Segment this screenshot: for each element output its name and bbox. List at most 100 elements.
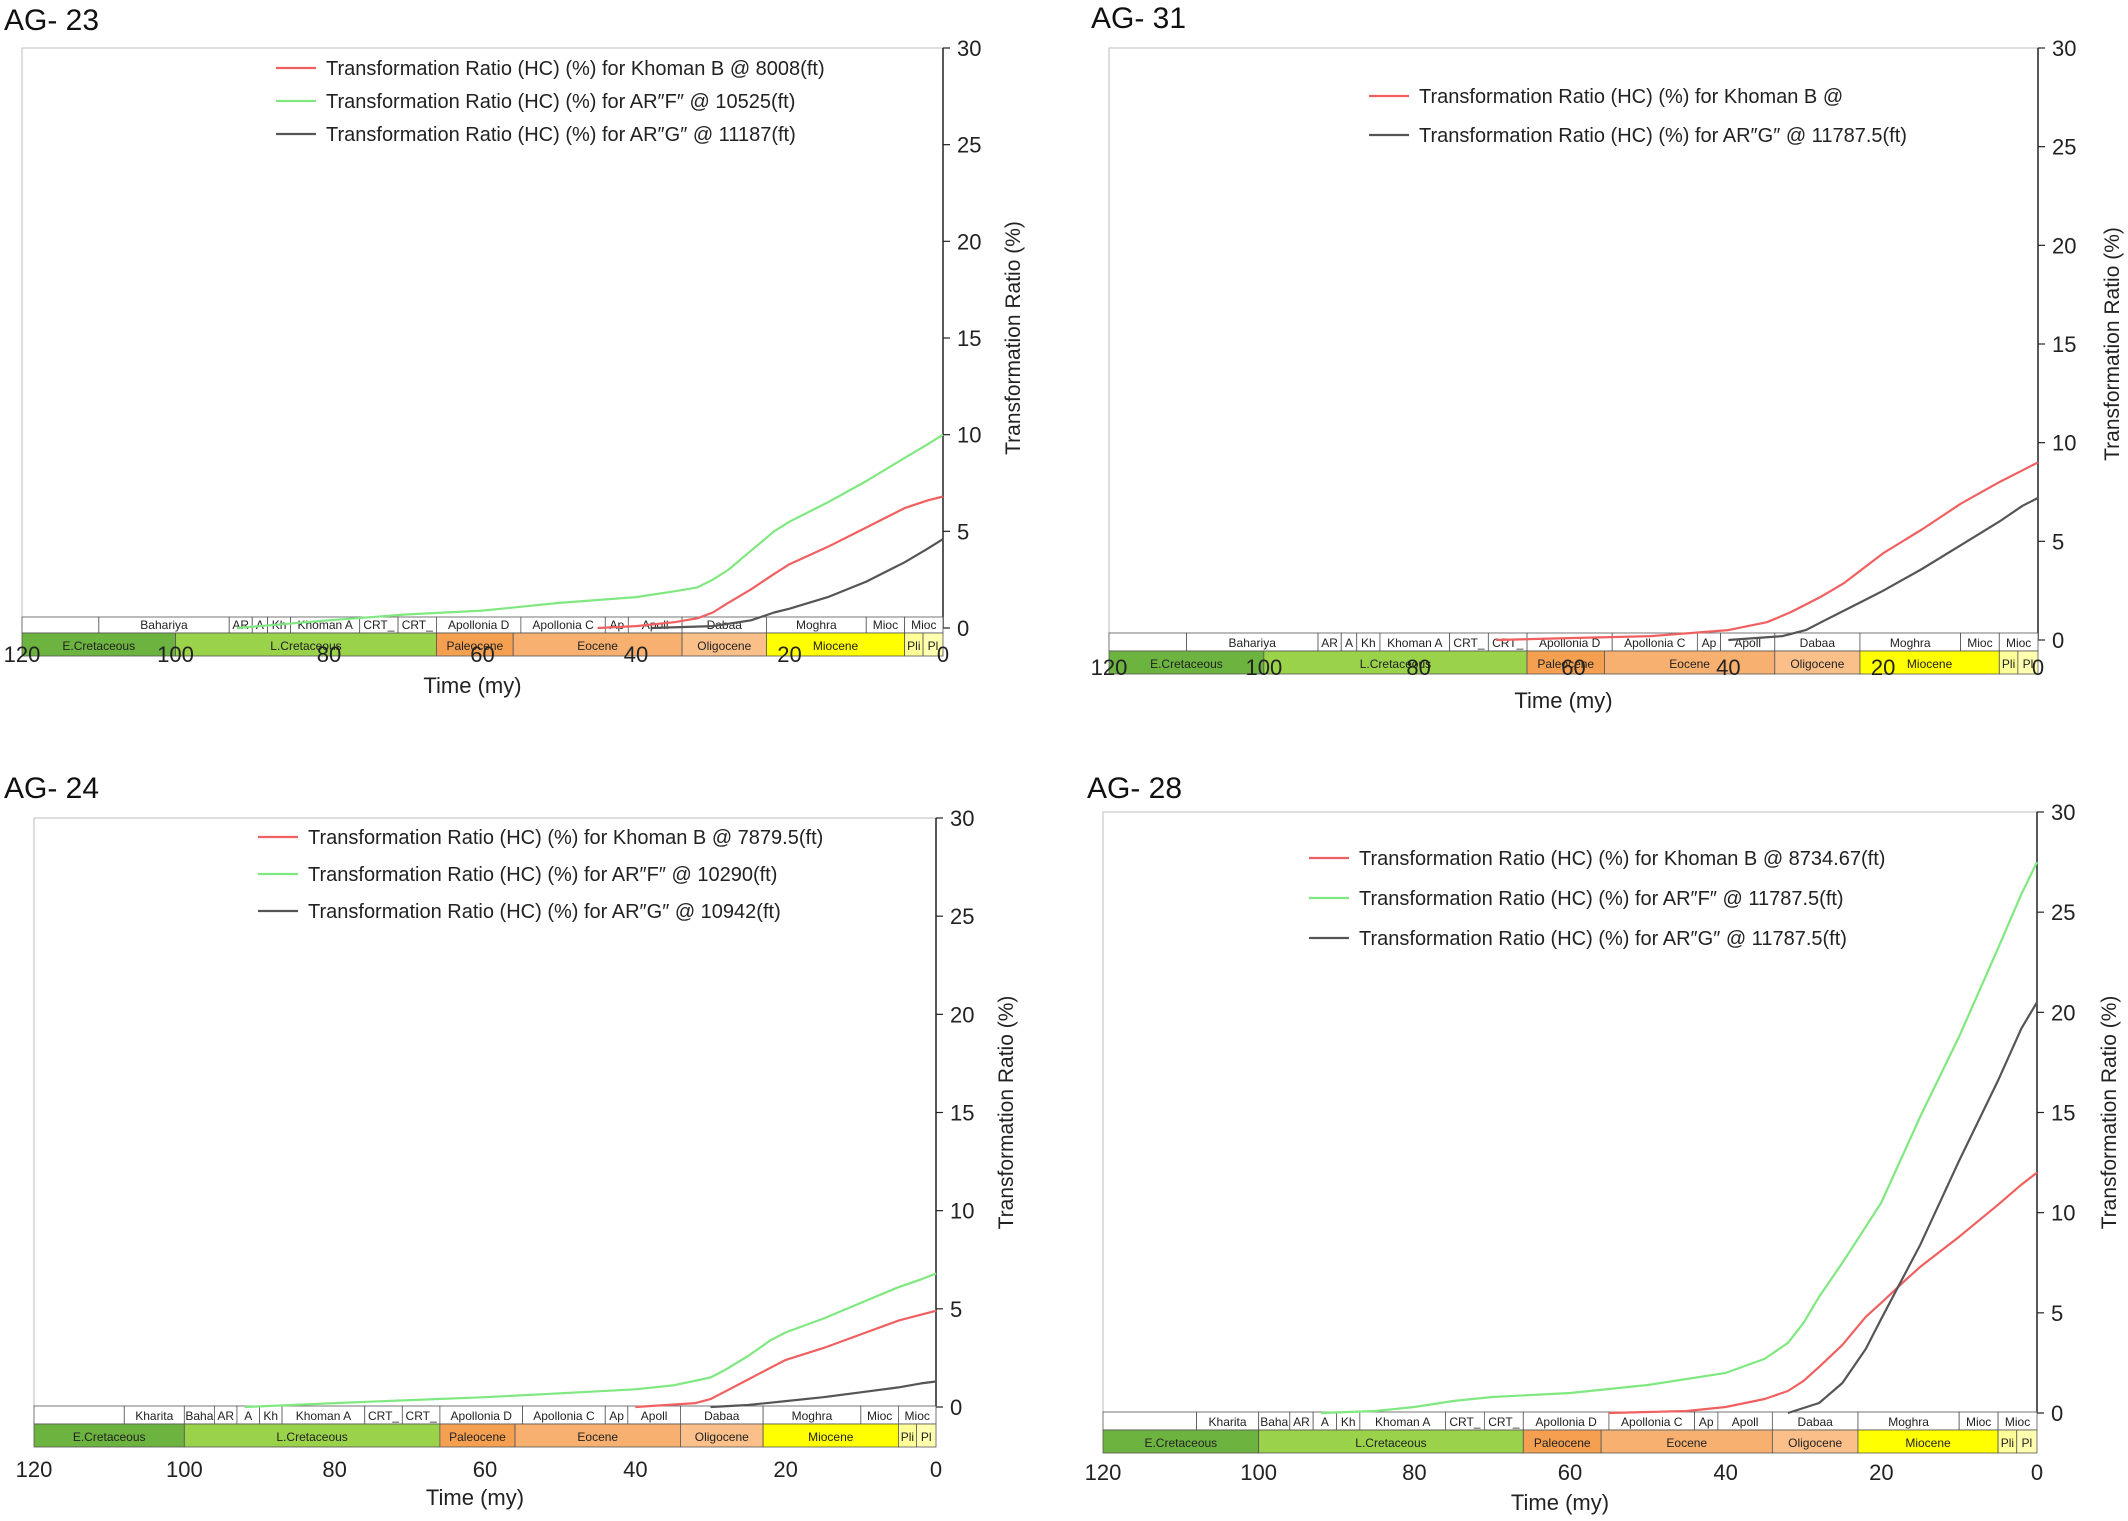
chart-ag23: 0 5 10 15 20 25 30 Transformation Ratio (%) Baha… [4, 36, 1025, 698]
y-tick-label: 20 [2052, 233, 2076, 258]
formation-label: Apollonia C [1621, 1415, 1683, 1429]
formation-label: Ap [609, 618, 624, 632]
epoch-label: Pli [901, 1430, 914, 1444]
formation-label: Dabaa [1797, 1415, 1833, 1429]
formation-label: Moghra [1890, 636, 1931, 650]
y-tick-label: 10 [2051, 1201, 2075, 1226]
series-line [1608, 1171, 2038, 1415]
chart-panel-ag23: AG- 23 0 5 10 15 20 25 30 Transformation Ratio … [0, 0, 1064, 760]
series-line [710, 1380, 937, 1409]
formation-label: A [1345, 636, 1353, 650]
formation-label: CRT_ [1492, 636, 1523, 650]
x-tick-label: 20 [777, 642, 801, 667]
formation-label: Bahariya [1229, 636, 1277, 650]
epoch-label: E.Cretaceous [73, 1430, 146, 1444]
y-tick-label: 30 [2051, 800, 2075, 825]
x-tick-label: 0 [930, 1457, 942, 1482]
epoch-label: Pl [928, 639, 939, 653]
y-tick-label: 15 [950, 1101, 974, 1126]
chart-title: AG- 24 [4, 772, 100, 805]
y-tick-label: 30 [2052, 36, 2076, 61]
formation-label: Bahariya [140, 618, 188, 632]
series-line [597, 495, 944, 630]
formation-label: Kharita [135, 1409, 173, 1423]
x-tick-label: 80 [1406, 655, 1430, 680]
y-axis-label: Transformation Ratio (%) [2098, 996, 2121, 1230]
legend-label: Transformation Ratio (HC) (%) for AR″G″ … [326, 124, 796, 146]
chart-title: AG- 31 [1091, 2, 1187, 35]
y-tick-label: 25 [2052, 135, 2076, 160]
legend-label: Transformation Ratio (HC) (%) for AR″G″ … [308, 901, 781, 923]
y-tick-label: 0 [957, 616, 969, 641]
formation-label: A [244, 1409, 252, 1423]
y-tick-label: 25 [2051, 900, 2075, 925]
formation-label: Mioc [1966, 1415, 1991, 1429]
formation-label: Apollonia D [448, 618, 510, 632]
y-tick-label: 0 [2052, 628, 2064, 653]
epoch-label: Pli [907, 639, 920, 653]
epoch-cell [2016, 1429, 2038, 1454]
series-line [1496, 461, 2039, 642]
x-tick-label: 20 [1869, 1460, 1893, 1485]
formation-cell-blank [1108, 632, 1187, 652]
x-tick-label: 100 [166, 1457, 203, 1482]
formation-label: Kh [1361, 636, 1376, 650]
formation-label: A [1321, 1415, 1329, 1429]
y-tick-label: 30 [950, 806, 974, 831]
y-tick-label: 10 [950, 1199, 974, 1224]
legend-label: Transformation Ratio (HC) (%) for Khoman… [326, 58, 825, 80]
chart-title: AG- 28 [1087, 772, 1183, 805]
y-tick-label: 25 [950, 904, 974, 929]
epoch-label: Miocene [808, 1430, 854, 1444]
formation-label: Mioc [911, 618, 936, 632]
formation-label: Apollonia C [533, 1409, 595, 1423]
x-tick-label: 100 [1240, 1460, 1277, 1485]
epoch-label: Eocene [577, 639, 618, 653]
formation-label: Kh [263, 1409, 278, 1423]
series-line [635, 1309, 937, 1409]
x-tick-label: 60 [1561, 655, 1585, 680]
formation-label: Baha [1260, 1415, 1288, 1429]
y-tick-label: 15 [957, 326, 981, 351]
x-tick-label: 80 [317, 642, 341, 667]
epoch-label: Miocene [813, 639, 859, 653]
x-axis-label: Time (my) [426, 1485, 524, 1510]
x-tick-label: 20 [1871, 655, 1895, 680]
epoch-label: Pli [2001, 1436, 2014, 1450]
epoch-label: Oligocene [695, 1430, 749, 1444]
x-tick-label: 60 [1558, 1460, 1582, 1485]
formation-label: CRT_ [368, 1409, 399, 1423]
formation-label: CRT_ [406, 1409, 437, 1423]
y-tick-label: 20 [950, 1002, 974, 1027]
formation-label: Ap [1702, 636, 1717, 650]
formation-label: Apollonia C [1624, 636, 1686, 650]
formation-label: AR [232, 618, 249, 632]
formation-label: Apollonia D [1535, 1415, 1597, 1429]
formation-label: CRT_ [1453, 636, 1484, 650]
epoch-label: Pli [2002, 657, 2015, 671]
epoch-label: Oligocene [697, 639, 751, 653]
x-tick-label: 60 [470, 642, 494, 667]
x-tick-label: 40 [623, 1457, 647, 1482]
epoch-label: Oligocene [1788, 1436, 1842, 1450]
x-tick-label: 100 [157, 642, 194, 667]
series-line [1787, 1001, 2038, 1415]
formation-label: Khoman A [296, 1409, 351, 1423]
chart-ag28: 0 5 10 15 20 25 30 Transformation Ratio (%) Khar… [1085, 800, 2121, 1515]
epoch-label: E.Cretaceous [1144, 1436, 1217, 1450]
chart-ag24: 0 5 10 15 20 25 30 Transformation Ratio (%) Khar… [16, 806, 1018, 1510]
formation-label: Apollonia D [451, 1409, 513, 1423]
epoch-label: Pl [2023, 657, 2034, 671]
y-tick-label: 0 [2051, 1401, 2063, 1426]
y-axis-label: Transformation Ratio (%) [1002, 221, 1025, 455]
series-line [244, 1272, 937, 1409]
formation-label: Mioc [2006, 636, 2031, 650]
y-axis-label: Transformation Ratio (%) [2101, 227, 2124, 461]
epoch-label: Paleocene [1537, 657, 1594, 671]
formation-label: AR [1293, 1415, 1310, 1429]
epoch-label: Pl [921, 1430, 932, 1444]
legend-label: Transformation Ratio (HC) (%) for AR″G″ … [1359, 928, 1847, 950]
formation-label: Apollonia C [532, 618, 594, 632]
chart-ag31: 0 5 10 15 20 25 30 Transformation Ratio (%) Baha… [1091, 36, 2124, 713]
epoch-label: Eocene [577, 1430, 618, 1444]
